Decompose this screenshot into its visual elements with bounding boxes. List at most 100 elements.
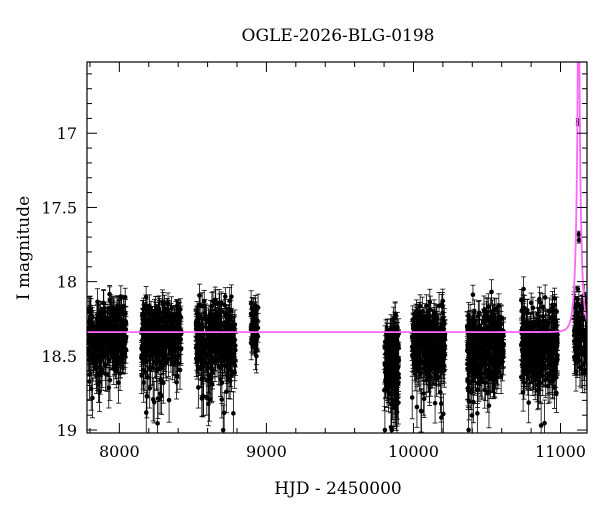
data-point-group (146, 316, 152, 343)
data-point (143, 410, 149, 415)
data-point (199, 325, 204, 331)
data-point (195, 355, 201, 361)
data-point (194, 336, 200, 341)
data-point (87, 372, 93, 377)
data-point (139, 353, 144, 358)
data-point (94, 339, 99, 345)
data-point (206, 337, 212, 342)
data-point (249, 305, 255, 311)
data-layer (87, 117, 587, 433)
data-point (159, 334, 165, 340)
chart-title: OGLE-2026-BLG-0198 (242, 26, 435, 46)
data-point-group (230, 391, 236, 433)
data-point (91, 357, 96, 362)
data-point (89, 315, 95, 320)
data-point (148, 331, 153, 337)
data-point-group (177, 298, 183, 321)
data-point-group (175, 346, 181, 380)
data-point (218, 346, 223, 352)
data-point-group (112, 310, 118, 339)
x-axis-title: HJD - 2450000 (274, 479, 402, 499)
data-point (201, 394, 206, 400)
data-point-group (168, 305, 174, 329)
data-point (224, 315, 229, 320)
data-point-group (174, 308, 180, 334)
data-point-group (150, 377, 156, 422)
data-point (156, 310, 161, 316)
data-point (94, 347, 100, 353)
data-point-group (94, 333, 100, 367)
data-point-group (159, 321, 165, 353)
data-point (144, 358, 150, 363)
data-point (224, 389, 229, 395)
data-point (168, 346, 174, 352)
data-point (197, 293, 202, 298)
data-point-group (151, 334, 157, 372)
data-point (142, 369, 148, 375)
data-point (100, 323, 106, 329)
data-point-group (139, 333, 145, 366)
data-point (154, 318, 159, 324)
data-point (161, 380, 166, 386)
data-point (103, 351, 108, 356)
data-point (231, 411, 236, 416)
data-point-group (106, 342, 112, 377)
data-point (175, 312, 180, 317)
data-point (233, 358, 238, 363)
data-point-group (143, 286, 149, 308)
data-point (211, 319, 216, 325)
data-point (139, 347, 145, 352)
data-point (229, 294, 234, 299)
data-point (108, 307, 113, 313)
data-point (147, 303, 152, 309)
data-point (226, 377, 232, 383)
data-point-group (122, 339, 128, 374)
data-point-group (155, 401, 161, 433)
data-point-group (102, 338, 108, 369)
data-point-group (147, 340, 153, 372)
data-point (228, 308, 234, 313)
data-point (223, 294, 228, 299)
data-point (201, 298, 207, 304)
data-point (227, 351, 233, 357)
data-point (174, 356, 180, 362)
data-point (99, 371, 104, 376)
data-point (174, 379, 179, 385)
data-point (157, 391, 163, 397)
data-point (112, 322, 118, 328)
data-point-group (147, 368, 153, 409)
data-point (147, 353, 152, 359)
data-point (139, 373, 144, 378)
data-point-group (160, 289, 166, 314)
data-point (123, 319, 129, 324)
data-point-group (143, 391, 149, 433)
data-point (147, 386, 153, 391)
data-point (196, 385, 201, 390)
data-point-group (166, 377, 172, 423)
data-point-group (142, 352, 148, 392)
data-point (226, 322, 232, 327)
data-point (219, 380, 225, 386)
data-point (109, 325, 115, 331)
data-point-group (151, 381, 157, 424)
data-point (209, 381, 215, 387)
data-point (150, 319, 155, 325)
data-point-group (119, 294, 125, 324)
data-point-group (109, 312, 115, 344)
data-point (174, 318, 179, 324)
data-point (206, 372, 211, 377)
data-point (156, 353, 161, 358)
data-point (107, 377, 113, 383)
data-point-group (144, 344, 150, 377)
data-point (175, 360, 180, 366)
data-point (104, 372, 110, 377)
data-point (96, 313, 101, 319)
y-axis-title: I magnitude (14, 196, 34, 300)
data-point (96, 327, 102, 333)
data-point (155, 421, 160, 426)
data-point (121, 325, 127, 330)
data-point-group (121, 314, 127, 340)
data-point (232, 322, 238, 327)
